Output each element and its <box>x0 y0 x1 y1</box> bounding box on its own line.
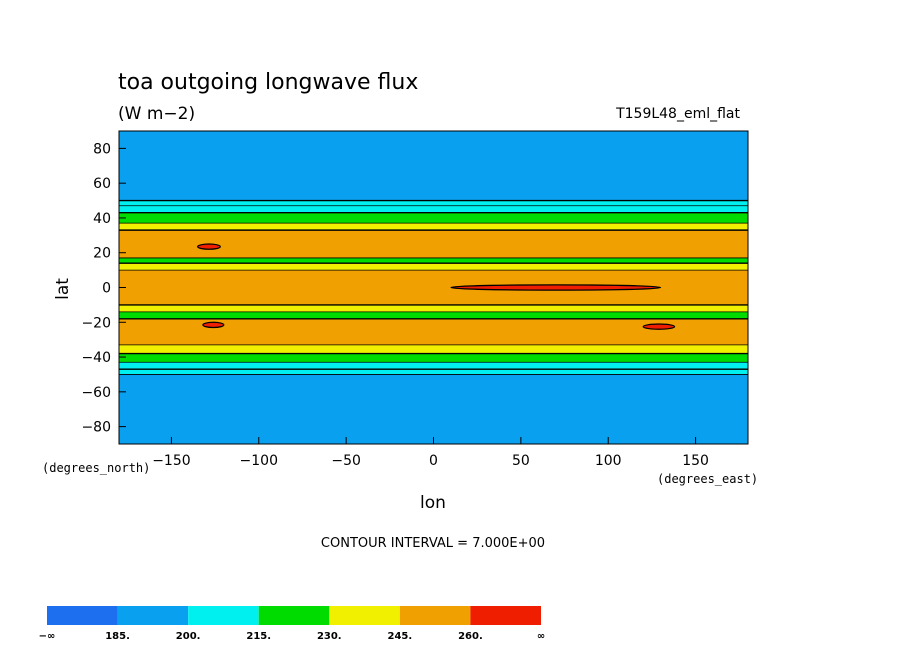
colorbar-swatch-6 <box>470 606 541 625</box>
colorbar-label-3: 215. <box>246 631 271 642</box>
colorbar-swatch-1 <box>117 606 189 625</box>
y-axis-units: (degrees_north) <box>42 461 150 475</box>
y-axis: 80 60 40 20 0 −20 −40 −60 −80 <box>81 141 126 436</box>
colorbar-swatch-0 <box>47 606 118 625</box>
band-2 <box>119 205 748 213</box>
maximum-0 <box>450 284 662 291</box>
x-axis-label: lon <box>420 493 446 513</box>
y-axis-label: lat <box>53 278 73 300</box>
band-13 <box>119 353 748 363</box>
x-tick-label-3: 0 <box>429 453 438 469</box>
x-axis-units: (degrees_east) <box>657 472 758 486</box>
band-7 <box>119 263 748 271</box>
x-tick-label-5: 100 <box>595 453 622 469</box>
colorbar-label-0: −∞ <box>39 631 56 642</box>
band-1 <box>119 200 748 206</box>
colorbar-swatch-3 <box>258 606 330 625</box>
x-tick-label-1: −100 <box>240 453 278 469</box>
colorbar-label-6: 260. <box>458 631 483 642</box>
maximum-1 <box>197 243 221 250</box>
y-tick-label-2: 40 <box>93 211 111 227</box>
y-tick-label-8: −80 <box>81 420 111 436</box>
band-5 <box>119 230 748 258</box>
contour-interval: CONTOUR INTERVAL = 7.000E+00 <box>321 536 545 551</box>
x-tick-label-2: −50 <box>331 453 361 469</box>
maximum-3 <box>642 323 676 330</box>
colorbar-swatch-5 <box>399 606 471 625</box>
x-tick-label-0: −150 <box>152 453 190 469</box>
colorbar-label-4: 230. <box>317 631 342 642</box>
y-tick-label-3: 20 <box>93 246 111 262</box>
y-tick-label-4: 0 <box>102 281 111 297</box>
y-tick-label-6: −40 <box>81 350 111 366</box>
y-tick-label-0: 80 <box>93 141 111 157</box>
band-3 <box>119 212 748 224</box>
band-16 <box>119 374 748 444</box>
dataset-label: T159L48_eml_flat <box>615 106 740 122</box>
y-tick-label-7: −60 <box>81 385 111 401</box>
x-tick-label-4: 50 <box>512 453 530 469</box>
maximum-2 <box>202 321 225 329</box>
band-12 <box>119 344 748 354</box>
band-6 <box>119 257 748 264</box>
band-9 <box>119 304 748 312</box>
band-4 <box>119 223 748 231</box>
x-axis: −150 −100 −50 0 50 100 150 <box>152 437 709 469</box>
colorbar-label-5: 245. <box>388 631 413 642</box>
plot-area <box>118 130 749 445</box>
y-tick-label-1: 60 <box>93 176 111 192</box>
chart-units: (W m−2) <box>118 104 195 124</box>
band-11 <box>119 318 748 345</box>
colorbar-swatch-2 <box>188 606 259 625</box>
colorbar: −∞ 185. 200. 215. 230. 245. 260. ∞ <box>39 606 545 642</box>
band-14 <box>119 362 748 370</box>
band-10 <box>119 311 748 319</box>
band-15 <box>119 369 748 375</box>
chart-title: toa outgoing longwave flux <box>118 70 418 95</box>
colorbar-label-7: ∞ <box>537 631 545 642</box>
x-tick-label-6: 150 <box>682 453 709 469</box>
y-tick-label-5: −20 <box>81 315 111 331</box>
colorbar-swatch-4 <box>329 606 400 625</box>
colorbar-label-2: 200. <box>176 631 201 642</box>
band-0 <box>119 131 748 201</box>
colorbar-label-1: 185. <box>105 631 130 642</box>
